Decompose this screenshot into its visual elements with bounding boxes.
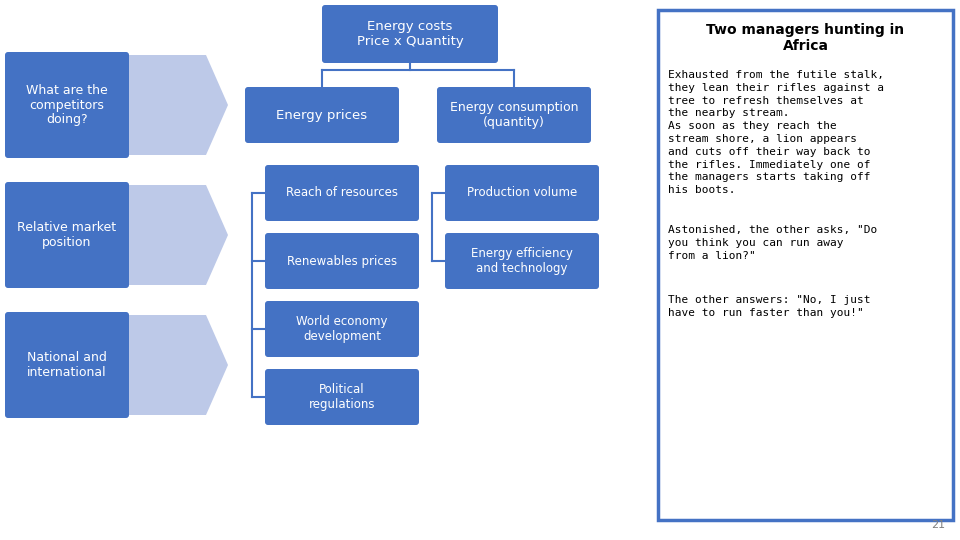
FancyBboxPatch shape: [5, 182, 129, 288]
FancyBboxPatch shape: [265, 165, 419, 221]
Polygon shape: [128, 55, 228, 155]
FancyBboxPatch shape: [445, 165, 599, 221]
Text: 21: 21: [931, 520, 945, 530]
Text: The other answers: "No, I just
have to run faster than you!": The other answers: "No, I just have to r…: [668, 295, 871, 318]
Polygon shape: [128, 315, 228, 415]
Bar: [658, 10, 953, 520]
Text: Energy consumption
(quantity): Energy consumption (quantity): [449, 101, 578, 129]
Text: Astonished, the other asks, "Do
you think you can run away
from a lion?": Astonished, the other asks, "Do you thin…: [668, 225, 877, 261]
FancyBboxPatch shape: [437, 87, 591, 143]
FancyBboxPatch shape: [265, 233, 419, 289]
Text: Reach of resources: Reach of resources: [286, 186, 398, 199]
FancyBboxPatch shape: [265, 369, 419, 425]
FancyBboxPatch shape: [322, 5, 498, 63]
Text: Energy costs
Price x Quantity: Energy costs Price x Quantity: [356, 20, 464, 48]
Text: Production volume: Production volume: [467, 186, 577, 199]
Text: World economy
development: World economy development: [297, 315, 388, 343]
FancyBboxPatch shape: [245, 87, 399, 143]
Text: Political
regulations: Political regulations: [309, 383, 375, 411]
Text: Renewables prices: Renewables prices: [287, 254, 397, 267]
Text: Energy efficiency
and technology: Energy efficiency and technology: [471, 247, 573, 275]
FancyBboxPatch shape: [445, 233, 599, 289]
Text: Energy prices: Energy prices: [276, 109, 368, 122]
Text: Exhausted from the futile stalk,
they lean their rifles against a
tree to refres: Exhausted from the futile stalk, they le…: [668, 70, 884, 195]
Polygon shape: [128, 185, 228, 285]
Text: National and
international: National and international: [27, 351, 107, 379]
FancyBboxPatch shape: [5, 52, 129, 158]
FancyBboxPatch shape: [5, 312, 129, 418]
FancyBboxPatch shape: [265, 301, 419, 357]
Text: Relative market
position: Relative market position: [17, 221, 116, 249]
Text: What are the
competitors
doing?: What are the competitors doing?: [26, 84, 108, 126]
Text: Two managers hunting in
Africa: Two managers hunting in Africa: [707, 23, 904, 53]
